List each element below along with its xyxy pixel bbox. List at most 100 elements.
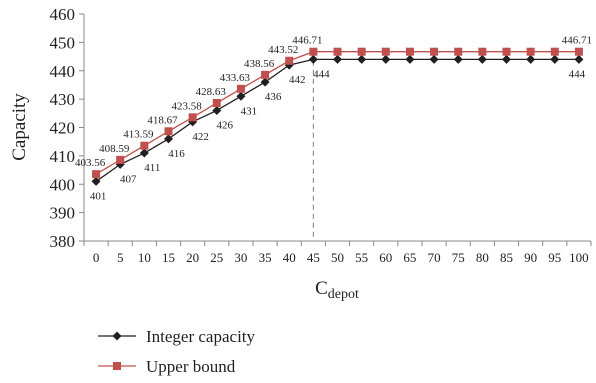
integer-capacity-data-label: 442 [289,74,306,86]
x-tick-label: 40 [283,250,296,265]
upper-bound-data-label: 418.67 [147,114,178,126]
upper-bound-point [261,70,270,79]
x-tick-label: 30 [234,250,247,265]
integer-capacity-point [477,54,487,64]
integer-capacity-data-label: 422 [192,131,209,143]
upper-bound-data-label: 408.59 [99,143,130,155]
y-tick-label: 450 [50,33,76,52]
upper-bound-point [574,47,583,56]
integer-capacity-point [260,77,270,87]
integer-capacity-data-label: 444 [569,68,586,80]
x-axis-title-main: C [315,278,328,299]
x-tick-label: 25 [210,250,223,265]
upper-bound-point [526,47,535,56]
x-tick-label: 90 [524,250,537,265]
upper-bound-point [454,47,463,56]
upper-bound-point [212,99,221,108]
x-tick-label: 20 [186,250,199,265]
upper-bound-point [309,47,318,56]
upper-bound-point [333,47,342,56]
x-tick-label: 75 [452,250,465,265]
upper-bound-data-label: 446.71 [292,35,322,47]
upper-bound-point [502,47,511,56]
y-tick-label: 440 [50,62,76,81]
x-tick-label: 55 [355,250,368,265]
x-tick-label: 100 [569,250,589,265]
upper-bound-data-label: 433.63 [220,72,251,84]
integer-capacity-point [381,54,391,64]
integer-capacity-point [212,105,222,115]
y-tick-label: 430 [50,90,76,109]
legend-diamond-icon [112,331,122,341]
integer-capacity-point [164,134,173,144]
upper-bound-data-label: 443.52 [268,44,298,56]
upper-bound-data-label: 423.58 [172,100,203,112]
x-tick-label: 10 [138,250,151,265]
y-tick-label: 380 [50,232,76,251]
integer-capacity-point [574,54,584,64]
upper-bound-point [478,47,487,56]
integer-capacity-data-label: 431 [241,105,258,117]
x-tick-label: 65 [403,250,416,265]
x-tick-label: 35 [259,250,272,265]
integer-capacity-point [139,148,149,158]
upper-bound-data-label: 428.63 [196,86,227,98]
integer-capacity-point [236,91,246,101]
integer-capacity-point [91,176,101,186]
legend-square-icon [113,362,121,370]
y-tick-label: 460 [50,5,76,24]
integer-capacity-point [453,54,463,64]
integer-capacity-point [308,54,318,64]
x-tick-label: 60 [379,250,392,265]
x-tick-label: 85 [500,250,513,265]
integer-capacity-data-label: 411 [144,162,160,174]
upper-bound-point [381,47,390,56]
legend-label: Integer capacity [146,327,256,346]
x-tick-label: 5 [117,250,124,265]
y-axis-title: Capacity [9,93,30,161]
x-tick-label: 70 [428,250,441,265]
integer-capacity-data-label: 401 [90,190,107,202]
integer-capacity-point [357,54,367,64]
y-tick-label: 390 [50,204,76,223]
upper-bound-point [92,170,101,179]
x-axis-title: Cdepot [315,278,359,302]
x-tick-label: 95 [548,250,561,265]
upper-bound-point [430,47,439,56]
upper-bound-data-label: 403.56 [75,157,106,169]
integer-capacity-data-label: 444 [313,68,330,80]
upper-bound-point [164,127,173,136]
y-tick-label: 410 [50,147,76,166]
integer-capacity-data-label: 436 [265,91,282,103]
x-tick-label: 45 [307,250,320,265]
upper-bound-point [236,84,245,93]
integer-capacity-point [526,54,536,64]
upper-bound-point [188,113,197,122]
upper-bound-data-label: 438.56 [244,58,275,70]
legend: Integer capacity Upper bound [98,327,256,376]
upper-bound-data-label: 413.59 [123,129,154,141]
integer-capacity-data-label: 416 [168,148,185,160]
upper-bound-point [405,47,414,56]
integer-capacity-point [405,54,415,64]
x-tick-label: 50 [331,250,344,265]
integer-capacity-data-label: 426 [217,119,234,131]
upper-bound-point [550,47,559,56]
y-tick-label: 420 [50,119,76,138]
integer-capacity-point [333,54,342,64]
x-axis-title-subscript: depot [328,287,359,302]
upper-bound-point [285,56,294,65]
integer-capacity-point [502,54,511,64]
integer-capacity-data-label: 407 [120,173,137,185]
x-tick-label: 0 [93,250,100,265]
x-tick-label: 15 [162,250,175,265]
plot-area: 380 390 400 410 420 430 440 450 460 0 5 10 15 20 25 30 3… [50,5,593,265]
upper-bound-point [116,155,125,164]
upper-bound-point [140,141,149,150]
x-tick-label: 80 [476,250,489,265]
integer-capacity-point [550,54,560,64]
y-tick-label: 400 [50,175,76,194]
upper-bound-point [357,47,366,56]
upper-bound-data-label: 446.71 [562,35,592,47]
